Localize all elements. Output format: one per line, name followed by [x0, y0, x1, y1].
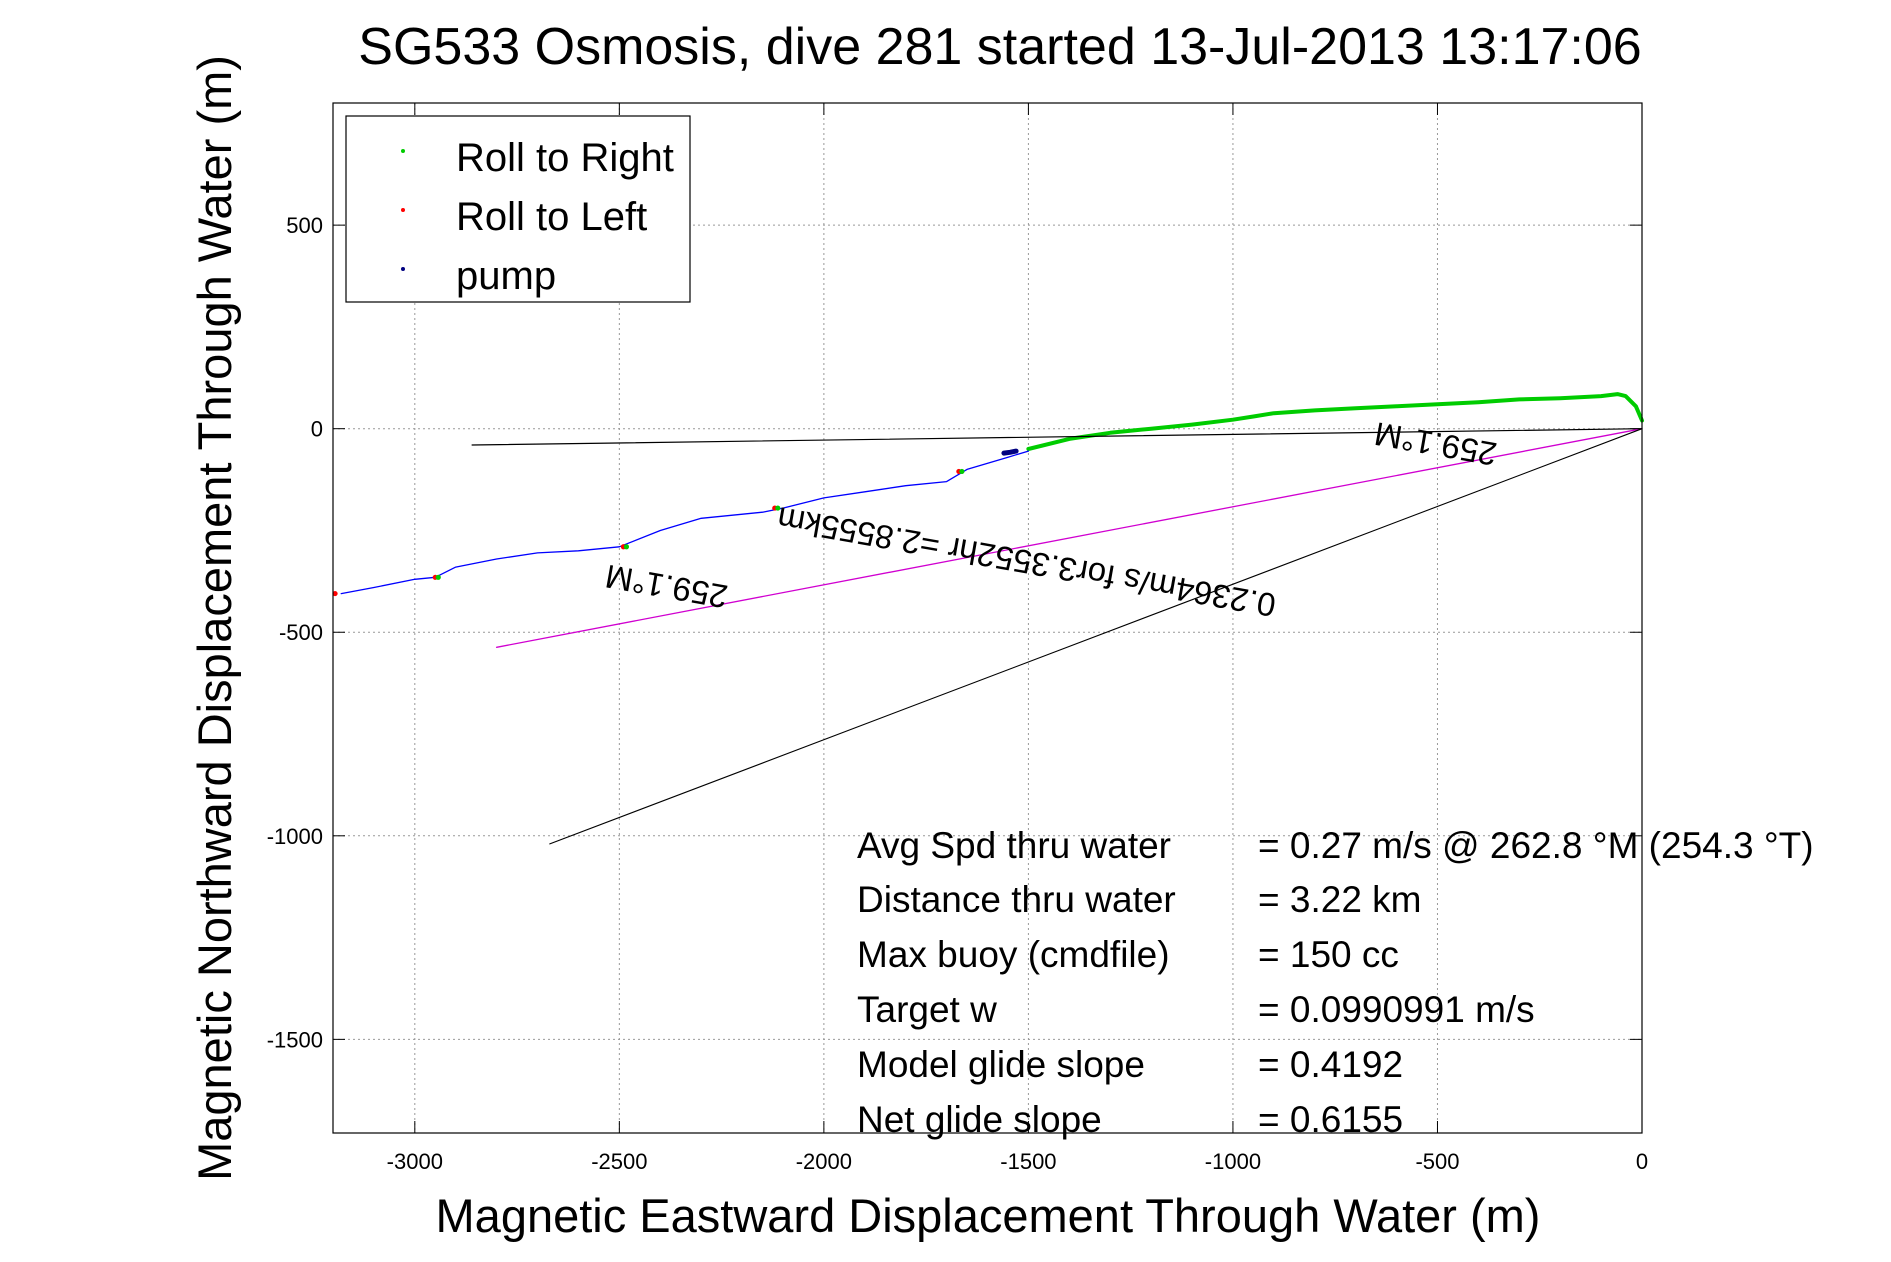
stat-label: Target w [857, 989, 997, 1030]
plot-frame [332, 102, 1643, 1134]
x-axis-label: Magnetic Eastward Displacement Through W… [436, 1189, 1541, 1242]
legend-label-roll-left: Roll to Left [456, 195, 647, 239]
y-tick-label: 500 [286, 213, 323, 238]
y-tick-label: -1000 [267, 824, 323, 849]
roll-to-right-point [959, 468, 965, 475]
stat-value: = 0.27 m/s @ 262.8 °M (254.3 °T) [1258, 825, 1814, 866]
legend-label-roll-right: Roll to Right [456, 136, 674, 180]
series-layer [332, 392, 1644, 845]
y-tick-label: 0 [311, 417, 323, 442]
legend-marker-pump [401, 267, 405, 271]
legend-marker-roll-right [401, 149, 405, 153]
stat-value: = 150 cc [1258, 934, 1399, 975]
stats-block: Avg Spd thru water = 0.27 m/s @ 262.8 °M… [857, 825, 1814, 1140]
x-tick-label: 0 [1636, 1149, 1648, 1174]
x-tick-label: -500 [1415, 1149, 1459, 1174]
legend-label-pump: pump [456, 254, 556, 298]
roll-to-right-point [775, 505, 781, 511]
stat-value: = 3.22 km [1258, 879, 1422, 920]
y-axis-label: Magnetic Northward Displacement Through … [188, 55, 241, 1181]
series-bearing-line [549, 428, 1643, 845]
stat-label: Distance thru water [857, 879, 1176, 920]
ticks: -3000 -2500 -2000 -1500 -1000 -500 0 500 0 -500 -1… [267, 103, 1648, 1174]
y-tick-label: -500 [279, 620, 323, 645]
roll-to-left-point [332, 590, 338, 597]
chart-title: SG533 Osmosis, dive 281 started 13-Jul-2… [358, 18, 1641, 76]
y-tick-label: -1500 [267, 1027, 323, 1052]
series-pump [1001, 448, 1019, 456]
stat-label: Net glide slope [857, 1099, 1102, 1140]
stat-label: Model glide slope [857, 1044, 1145, 1085]
x-tick-label: -1500 [1000, 1149, 1056, 1174]
x-tick-label: -2000 [796, 1149, 852, 1174]
series-depth-averaged-current [495, 428, 1643, 648]
legend: Roll to Right Roll to Left pump [345, 115, 691, 303]
stat-value: = 0.4192 [1258, 1044, 1403, 1085]
stat-value: = 0.6155 [1258, 1099, 1403, 1140]
x-tick-label: -2500 [591, 1149, 647, 1174]
series-heading-line [471, 428, 1643, 446]
legend-marker-roll-left [401, 208, 405, 212]
x-tick-label: -1000 [1205, 1149, 1261, 1174]
series-roll-to-right [1026, 392, 1644, 451]
x-tick-label: -3000 [387, 1149, 443, 1174]
roll-to-right-point [623, 544, 630, 550]
roll-to-right-point [435, 574, 441, 580]
stat-value: = 0.0990991 m/s [1258, 989, 1535, 1030]
stat-label: Avg Spd thru water [857, 825, 1171, 866]
stat-label: Max buoy (cmdfile) [857, 934, 1170, 975]
